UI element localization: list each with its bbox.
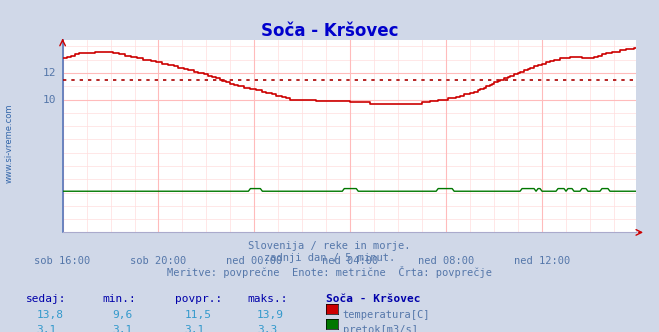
Text: www.si-vreme.com: www.si-vreme.com xyxy=(5,103,14,183)
Text: Soča - Kršovec: Soča - Kršovec xyxy=(261,22,398,40)
Text: ned 00:00: ned 00:00 xyxy=(226,256,283,266)
Text: ned 12:00: ned 12:00 xyxy=(514,256,570,266)
Text: 12: 12 xyxy=(43,68,57,78)
Text: 9,6: 9,6 xyxy=(112,310,132,320)
Text: Meritve: povprečne  Enote: metrične  Črta: povprečje: Meritve: povprečne Enote: metrične Črta:… xyxy=(167,266,492,278)
Text: povpr.:: povpr.: xyxy=(175,294,222,304)
Text: 11,5: 11,5 xyxy=(185,310,212,320)
Text: temperatura[C]: temperatura[C] xyxy=(343,310,430,320)
Text: sob 16:00: sob 16:00 xyxy=(34,256,91,266)
Text: min.:: min.: xyxy=(102,294,136,304)
Text: maks.:: maks.: xyxy=(247,294,287,304)
Text: ned 08:00: ned 08:00 xyxy=(418,256,474,266)
Text: zadnji dan / 5 minut.: zadnji dan / 5 minut. xyxy=(264,253,395,263)
Text: sob 20:00: sob 20:00 xyxy=(130,256,186,266)
Text: 13,9: 13,9 xyxy=(257,310,284,320)
Text: 3,1: 3,1 xyxy=(36,325,57,332)
Text: Soča - Kršovec: Soča - Kršovec xyxy=(326,294,420,304)
Text: ned 04:00: ned 04:00 xyxy=(322,256,378,266)
Text: 3,1: 3,1 xyxy=(112,325,132,332)
Text: Slovenija / reke in morje.: Slovenija / reke in morje. xyxy=(248,241,411,251)
Text: pretok[m3/s]: pretok[m3/s] xyxy=(343,325,418,332)
Text: sedaj:: sedaj: xyxy=(26,294,67,304)
Text: 10: 10 xyxy=(43,95,57,105)
Text: 3,1: 3,1 xyxy=(185,325,205,332)
Text: 13,8: 13,8 xyxy=(36,310,63,320)
Text: 3,3: 3,3 xyxy=(257,325,277,332)
